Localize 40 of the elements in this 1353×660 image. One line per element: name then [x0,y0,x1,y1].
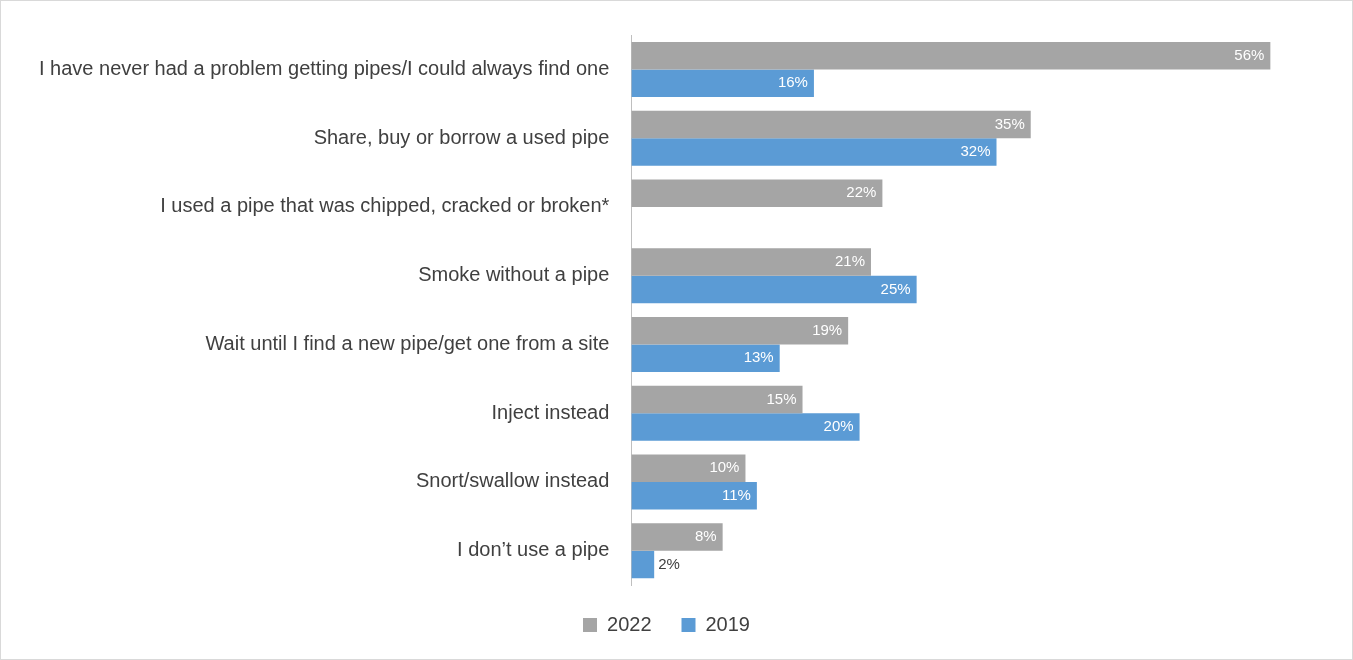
y-tick-label: I don’t use a pipe [457,538,610,561]
bar [631,523,723,551]
legend-label: 2022 [607,612,652,635]
bar [631,344,780,372]
data-label: 15% [766,389,797,407]
data-label: 8% [694,527,717,545]
bar [631,550,655,579]
data-label: 16% [777,73,808,91]
bar [631,138,997,166]
bar [631,316,849,345]
data-label: 22% [846,183,877,201]
data-label: 32% [960,142,991,160]
bar [631,454,746,482]
bar [631,413,860,441]
data-label: 21% [834,252,865,270]
bar [631,275,917,304]
bar [631,179,883,207]
y-tick-label: Smoke without a pipe [418,263,610,286]
bar [631,110,1031,139]
data-label: 11% [721,485,751,503]
bar [631,69,814,97]
y-tick-label: Inject instead [491,400,610,423]
y-tick-label: I have never had a problem getting pipes/I could always find one [38,56,610,79]
bar [631,248,871,276]
bar [631,41,1271,70]
data-label: 35% [994,114,1025,132]
y-tick-label: I used a pipe that was chipped, cracked or broken* [160,194,610,217]
bar [631,385,803,414]
y-tick-label: Wait until I find a new pipe/get one from a site [205,331,610,354]
data-label: 10% [709,458,740,476]
data-label: 56% [1234,45,1265,63]
y-tick-label: Snort/swallow instead [415,469,610,492]
legend-label: 2019 [705,612,750,635]
data-label: 13% [743,348,774,366]
data-label: 25% [880,279,911,297]
bar [631,481,757,510]
y-tick-label: Share, buy or borrow a used pipe [313,125,610,148]
data-label: 19% [812,320,843,338]
data-label: 20% [823,417,854,435]
data-label: 2% [658,554,680,572]
